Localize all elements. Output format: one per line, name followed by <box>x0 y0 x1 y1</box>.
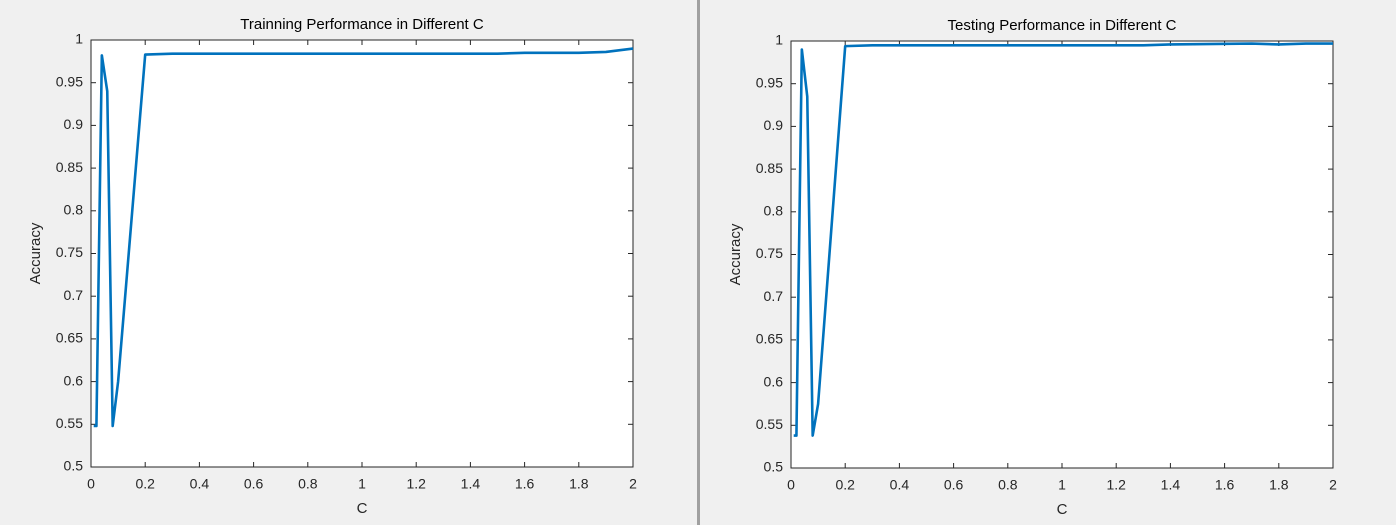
axes-box <box>90 39 634 468</box>
y-tick-label: 0.6 <box>764 373 784 389</box>
x-tick-label: 1.8 <box>1269 477 1289 493</box>
x-tick-label: 1.6 <box>1215 477 1235 493</box>
data-line <box>793 42 1333 437</box>
x-tick-label: 0.4 <box>890 477 910 493</box>
x-tick-label: 1.8 <box>569 476 589 492</box>
y-tick-label: 0.9 <box>64 116 84 132</box>
y-tick-label: 0.95 <box>756 74 783 90</box>
data-line <box>93 47 634 428</box>
chart-title: Testing Performance in Different C <box>948 17 1177 34</box>
y-tick-label: 0.9 <box>764 117 784 133</box>
plot-area <box>791 41 1333 468</box>
plot-area <box>91 40 633 467</box>
y-tick-label: 0.85 <box>756 160 783 176</box>
x-tick-label: 2 <box>629 476 637 492</box>
x-tick-label: 1.2 <box>406 476 426 492</box>
y-tick-label: 0.8 <box>764 203 784 219</box>
chart-title: Trainning Performance in Different C <box>240 16 484 33</box>
y-tick-label: 0.65 <box>756 331 783 347</box>
y-tick-label: 1 <box>775 32 783 48</box>
y-tick-label: 0.5 <box>64 458 84 474</box>
y-tick-label: 0.7 <box>64 287 84 303</box>
y-tick-label: 0.6 <box>64 372 84 388</box>
x-tick-label: 0.6 <box>944 477 964 493</box>
x-tick-label: 0.6 <box>244 476 264 492</box>
y-tick-label: 0.75 <box>756 245 783 261</box>
x-axis-label: C <box>357 500 368 517</box>
x-tick-label: 1.4 <box>461 476 481 492</box>
y-tick-label: 0.5 <box>764 459 784 475</box>
y-tick-label: 0.7 <box>764 288 784 304</box>
x-tick-label: 2 <box>1329 477 1337 493</box>
y-tick-label: 1 <box>75 31 83 47</box>
x-tick-label: 1.2 <box>1106 477 1126 493</box>
x-tick-label: 1.4 <box>1161 477 1181 493</box>
y-tick-label: 0.8 <box>64 202 84 218</box>
y-tick-label: 0.55 <box>56 415 83 431</box>
x-axis-label: C <box>1057 501 1068 518</box>
x-tick-label: 0.2 <box>135 476 155 492</box>
x-tick-label: 1 <box>1058 477 1066 493</box>
y-tick-label: 0.95 <box>56 73 83 89</box>
x-tick-label: 0 <box>787 477 795 493</box>
y-tick-label: 0.55 <box>756 416 783 432</box>
y-tick-label: 0.65 <box>56 330 83 346</box>
x-tick-label: 0.2 <box>835 477 855 493</box>
x-tick-label: 1.6 <box>515 476 535 492</box>
y-tick-label: 0.75 <box>56 244 83 260</box>
x-tick-label: 0 <box>87 476 95 492</box>
y-axis-label: Accuracy <box>727 223 744 285</box>
x-tick-label: 0.8 <box>998 477 1018 493</box>
x-tick-label: 1 <box>358 476 366 492</box>
y-tick-label: 0.85 <box>56 159 83 175</box>
x-tick-label: 0.8 <box>298 476 318 492</box>
x-tick-label: 0.4 <box>190 476 210 492</box>
axes-box <box>790 40 1334 469</box>
y-axis-label: Accuracy <box>27 222 44 284</box>
